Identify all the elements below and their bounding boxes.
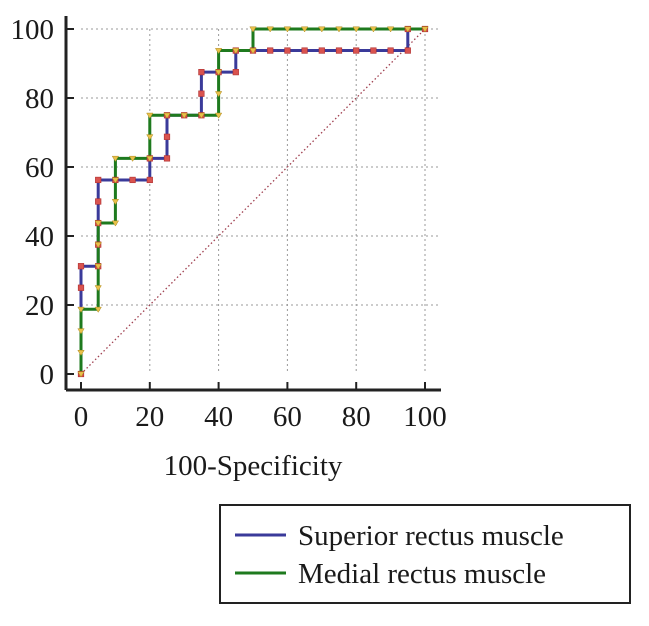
- data-point-superior-rectus: [129, 176, 136, 184]
- y-tick-label: 100: [11, 14, 55, 46]
- data-point-medial-rectus: [214, 91, 223, 98]
- series-line-superior-rectus: [79, 27, 425, 374]
- data-point-medial-rectus: [214, 112, 223, 119]
- x-tick-label: 0: [74, 401, 89, 433]
- data-point-medial-rectus: [335, 26, 343, 33]
- data-point-medial-rectus: [318, 26, 326, 33]
- data-point-medial-rectus: [94, 306, 102, 313]
- axes: [64, 16, 441, 392]
- data-point-medial-rectus: [266, 26, 274, 33]
- x-tick-label: 60: [273, 401, 302, 433]
- data-point-medial-rectus: [386, 26, 395, 33]
- data-point-medial-rectus: [404, 26, 412, 33]
- data-point-medial-rectus: [214, 69, 223, 76]
- data-point-medial-rectus: [77, 349, 85, 356]
- data-point-superior-rectus: [387, 47, 394, 54]
- data-point-superior-rectus: [95, 198, 102, 205]
- data-point-superior-rectus: [404, 47, 411, 54]
- y-tick-label: 20: [25, 290, 54, 322]
- legend-box: [219, 504, 631, 604]
- data-point-medial-rectus: [197, 112, 206, 119]
- data-point-superior-rectus: [267, 47, 274, 54]
- data-point-medial-rectus: [352, 26, 360, 33]
- tick-labels: 0 20 40 60 80 100 0 20 40 60 80 100: [11, 14, 447, 433]
- data-point-medial-rectus: [232, 48, 240, 55]
- x-tick-label: 20: [135, 401, 164, 433]
- reference-diagonal-line: [80, 28, 426, 375]
- series-layer: [77, 25, 429, 378]
- data-point-superior-rectus: [232, 69, 239, 76]
- legend: Superior rectus muscle Medial rectus mus…: [219, 504, 631, 604]
- data-point-medial-rectus: [77, 328, 85, 335]
- data-point-medial-rectus: [180, 112, 188, 119]
- legend-label-medial-rectus: Medial rectus muscle: [298, 558, 546, 590]
- data-point-medial-rectus: [146, 134, 154, 141]
- data-point-medial-rectus: [146, 112, 154, 119]
- data-point-superior-rectus: [163, 155, 171, 162]
- data-point-superior-rectus: [198, 90, 205, 97]
- data-point-superior-rectus: [370, 47, 377, 54]
- x-tick-label: 40: [204, 401, 233, 433]
- grid: [81, 28, 439, 374]
- data-point-medial-rectus: [249, 48, 257, 55]
- y-tick-label: 60: [25, 152, 54, 184]
- data-point-superior-rectus: [318, 47, 325, 54]
- legend-label-superior-rectus: Superior rectus muscle: [298, 520, 564, 552]
- x-tick-label: 80: [342, 401, 371, 433]
- data-point-medial-rectus: [111, 199, 120, 205]
- data-point-medial-rectus: [249, 26, 257, 33]
- data-point-medial-rectus: [94, 263, 102, 270]
- data-point-superior-rectus: [163, 133, 171, 140]
- data-point-superior-rectus: [77, 284, 85, 291]
- data-point-medial-rectus: [283, 26, 292, 33]
- data-point-medial-rectus: [77, 371, 85, 378]
- data-point-superior-rectus: [95, 176, 102, 184]
- y-tick-label: 0: [40, 359, 55, 391]
- data-point-medial-rectus: [77, 306, 85, 313]
- data-point-superior-rectus: [353, 47, 360, 54]
- data-point-superior-rectus: [335, 47, 343, 54]
- data-point-medial-rectus: [94, 220, 102, 227]
- data-point-superior-rectus: [198, 69, 205, 76]
- data-point-medial-rectus: [111, 177, 120, 184]
- data-point-superior-rectus: [301, 47, 308, 54]
- data-point-superior-rectus: [146, 176, 153, 184]
- y-tick-label: 80: [25, 83, 54, 115]
- data-point-superior-rectus: [284, 47, 291, 54]
- x-axis-label: 100-Specificity: [164, 450, 343, 482]
- data-point-medial-rectus: [163, 112, 171, 119]
- data-point-medial-rectus: [94, 285, 102, 292]
- data-point-medial-rectus: [421, 26, 429, 33]
- data-point-medial-rectus: [369, 26, 378, 33]
- data-point-medial-rectus: [300, 26, 309, 33]
- data-point-medial-rectus: [128, 155, 137, 162]
- data-point-superior-rectus: [77, 263, 85, 270]
- reference-line-layer: [80, 28, 426, 375]
- data-point-medial-rectus: [214, 48, 223, 55]
- data-point-medial-rectus: [111, 220, 120, 227]
- data-point-medial-rectus: [146, 155, 154, 162]
- data-point-medial-rectus: [94, 242, 102, 249]
- x-tick-label: 100: [403, 401, 447, 433]
- y-tick-label: 40: [25, 221, 54, 253]
- data-point-medial-rectus: [111, 155, 120, 162]
